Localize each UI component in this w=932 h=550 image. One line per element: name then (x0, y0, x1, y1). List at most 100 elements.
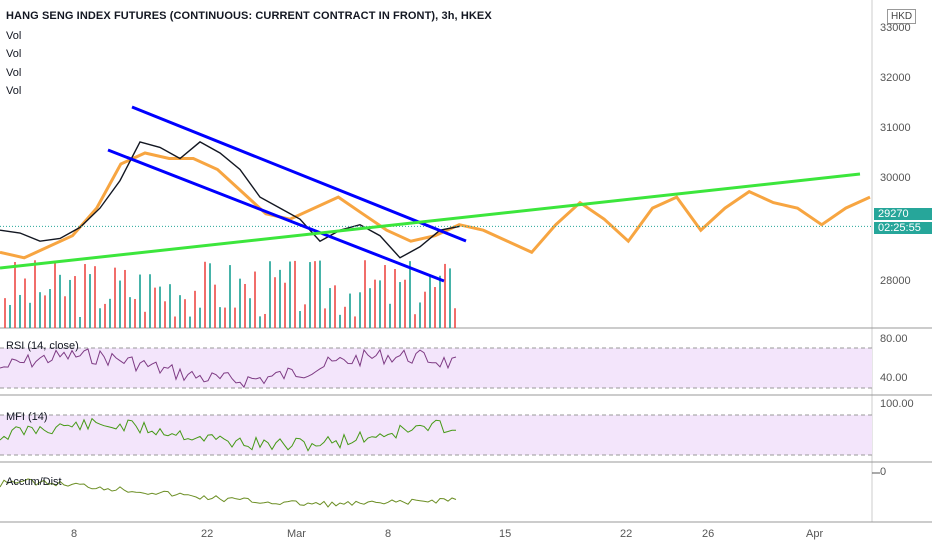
volume-bar (314, 261, 316, 328)
volume-bar (214, 284, 216, 328)
volume-bar (129, 297, 131, 328)
volume-bar (149, 274, 151, 328)
volume-bar (224, 307, 226, 328)
price-line (0, 141, 461, 259)
trend-line (0, 172, 861, 270)
volume-bar (39, 292, 41, 328)
volume-bar (199, 307, 201, 328)
vol-label-4: Vol (6, 85, 22, 97)
volume-bar (294, 260, 296, 328)
volume-bar (209, 263, 211, 328)
volume-bar (419, 302, 421, 328)
volume-bar (424, 291, 426, 328)
volume-bar (304, 304, 306, 328)
volume-bar (369, 288, 371, 328)
time-tick-8b: 8 (385, 528, 392, 540)
rsi-tick-80: 80.00 (880, 333, 908, 345)
volume-bar (14, 261, 16, 328)
volume-bar (414, 314, 416, 328)
volume-bar (284, 282, 286, 328)
volume-bar (374, 279, 376, 328)
volume-bar (454, 308, 456, 328)
volume-bar (309, 262, 311, 328)
volume-bar (79, 316, 81, 328)
price-tick-31000: 31000 (880, 122, 911, 134)
volume-bar (99, 308, 101, 328)
accum-label: Accum/Dist (6, 476, 62, 488)
channel-upper-line (131, 105, 467, 243)
volume-bar (329, 288, 331, 328)
volume-bar (179, 295, 181, 328)
volume-bar (344, 306, 346, 328)
volume-bar (244, 283, 246, 328)
volume-bar (29, 302, 31, 328)
volume-bar (9, 304, 11, 328)
time-tick-apr: Apr (806, 528, 824, 540)
time-tick-22a: 22 (201, 528, 214, 540)
price-tick-28000: 28000 (880, 275, 911, 287)
volume-bar (54, 260, 56, 328)
volume-bar (404, 279, 406, 328)
volume-bar (104, 303, 106, 328)
accum-tick-0: 0 (880, 466, 887, 478)
mfi-band (0, 415, 872, 455)
volume-bar (44, 295, 46, 328)
volume-bar (49, 289, 51, 328)
rsi-label: RSI (14, close) (6, 340, 79, 352)
volume-bar (359, 292, 361, 328)
volume-bar (204, 261, 206, 328)
volume-bar (89, 274, 91, 328)
chart-title: HANG SENG INDEX FUTURES (CONTINUOUS: CUR… (6, 10, 492, 22)
volume-bar (134, 298, 136, 328)
volume-bar (394, 269, 396, 328)
volume-bar (34, 260, 36, 328)
volume-bar (449, 268, 451, 328)
rsi-tick-40: 40.00 (880, 372, 908, 384)
volume-bar (319, 260, 321, 328)
volume-bar (19, 294, 21, 328)
price-tick-32000: 32000 (880, 72, 911, 84)
mfi-tick-100: 100.00 (880, 398, 914, 410)
volume-bar (189, 316, 191, 328)
volume-bar (139, 274, 141, 328)
volume-bar (324, 308, 326, 328)
price-tick-30000: 30000 (880, 172, 911, 184)
volume-bar (74, 276, 76, 328)
volume-bar (379, 280, 381, 328)
volume-bar (4, 298, 6, 328)
volume-bar (254, 271, 256, 328)
volume-bar (349, 293, 351, 328)
time-tick-8a: 8 (71, 528, 78, 540)
volume-bar (64, 296, 66, 328)
time-tick-22b: 22 (620, 528, 633, 540)
volume-bar (409, 261, 411, 328)
volume-bar (219, 307, 221, 328)
mfi-label: MFI (14) (6, 411, 48, 423)
volume-bar (429, 276, 431, 328)
mfi-line (0, 417, 457, 452)
volume-bar (434, 287, 436, 328)
volume-bar (354, 316, 356, 328)
rsi-band (0, 348, 872, 388)
volume-bar (444, 263, 446, 328)
channel-lower-line (107, 148, 445, 283)
volume-bar (279, 269, 281, 328)
volume-bar (384, 265, 386, 328)
volume-bar (249, 298, 251, 328)
currency-badge[interactable]: HKD (887, 9, 917, 24)
volume-bar (59, 274, 61, 328)
volume-bar (69, 279, 71, 328)
volume-bar (84, 264, 86, 328)
volume-bar (274, 277, 276, 328)
volume-bar (239, 278, 241, 328)
orange-comparison-line (0, 151, 871, 260)
volume-bar (184, 299, 186, 328)
volume-bar (399, 282, 401, 328)
volume-bar (269, 261, 271, 328)
volume-bar (334, 285, 336, 328)
volume-bar (229, 265, 231, 328)
volume-bar (194, 290, 196, 328)
volume-bar (24, 278, 26, 328)
volume-bar (159, 286, 161, 328)
